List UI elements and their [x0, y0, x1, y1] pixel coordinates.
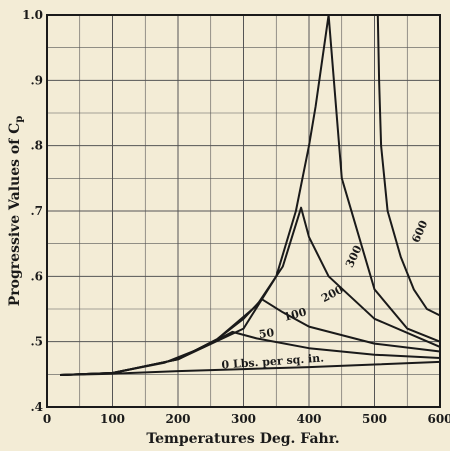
x-axis-title: Temperatures Deg. Fahr.: [146, 431, 339, 447]
y-tick-label: 1.0: [22, 8, 43, 22]
grid: [47, 15, 440, 407]
y-axis-title-main: Progressive Values of C: [7, 123, 23, 307]
x-tick-label: 200: [165, 412, 190, 426]
x-tick-label: 600: [427, 412, 450, 426]
curve-label-2: 100: [282, 305, 308, 324]
curve-label-5: 600: [409, 218, 430, 245]
series-line-5: [376, 14, 441, 317]
series-line-3: [60, 206, 441, 376]
curve-label-1: 50: [258, 326, 275, 341]
y-tick-label: .8: [30, 139, 43, 153]
y-axis-title-subscript: p: [14, 116, 25, 123]
y-axis-title: Progressive Values of Cp: [7, 116, 25, 307]
x-tick-label: 400: [296, 412, 321, 426]
y-tick-label: .9: [30, 73, 43, 87]
y-tick-labels: .4 .5 .6 .7 .8 .9 1.0: [22, 8, 43, 414]
x-tick-labels: 0 100 200 300 400 500 600: [43, 412, 450, 426]
curves: [60, 14, 441, 376]
y-tick-label: .4: [30, 400, 43, 414]
series-line-4: [60, 14, 441, 376]
y-tick-label: .7: [30, 204, 43, 218]
x-tick-label: 300: [231, 412, 256, 426]
y-tick-label: .6: [30, 269, 43, 283]
plot-frame: [46, 14, 441, 408]
x-tick-label: 100: [100, 412, 125, 426]
y-tick-label: .5: [30, 335, 43, 349]
x-tick-label: 0: [43, 412, 51, 426]
x-tick-label: 500: [362, 412, 387, 426]
